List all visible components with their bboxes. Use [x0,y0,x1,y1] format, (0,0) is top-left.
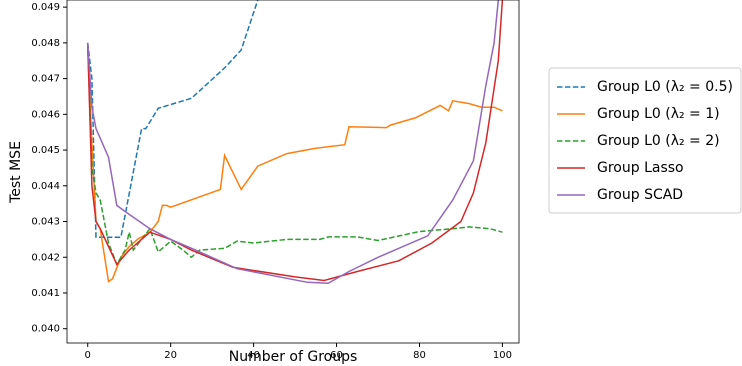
y-tick-label: 0.040 [31,324,60,335]
x-tick-label: 100 [493,350,512,361]
series-line [86,0,259,238]
legend-label: Group L0 (λ₂ = 0.5) [597,79,733,95]
series-line [86,46,503,283]
plot-area [86,0,504,285]
legend-label: Group SCAD [597,187,683,203]
series-line [86,0,504,282]
x-tick-label: 80 [413,350,426,361]
y-axis-label: Test MSE [8,141,24,204]
y-tick-label: 0.045 [31,145,60,156]
y-tick-label: 0.049 [31,2,60,13]
x-tick-label: 20 [164,350,177,361]
y-tick-label: 0.046 [31,109,60,120]
plot-frame [66,0,520,344]
y-tick-label: 0.042 [31,252,60,263]
series-line [86,0,500,285]
legend-label: Group Lasso [597,160,684,176]
x-tick-label: 0 [85,350,91,361]
x-axis-label: Number of Groups [229,349,358,365]
y-tick-label: 0.043 [31,217,60,228]
y-tick-label: 0.041 [31,288,60,299]
x-tick-label: 60 [330,350,343,361]
legend-box [548,67,742,214]
y-tick-label: 0.048 [31,38,60,49]
x-tick-label: 40 [247,350,260,361]
legend-label: Group L0 (λ₂ = 1) [597,106,720,122]
legend-label: Group L0 (λ₂ = 2) [597,133,720,149]
y-tick-label: 0.044 [31,181,60,192]
y-tick-label: 0.047 [31,74,60,85]
